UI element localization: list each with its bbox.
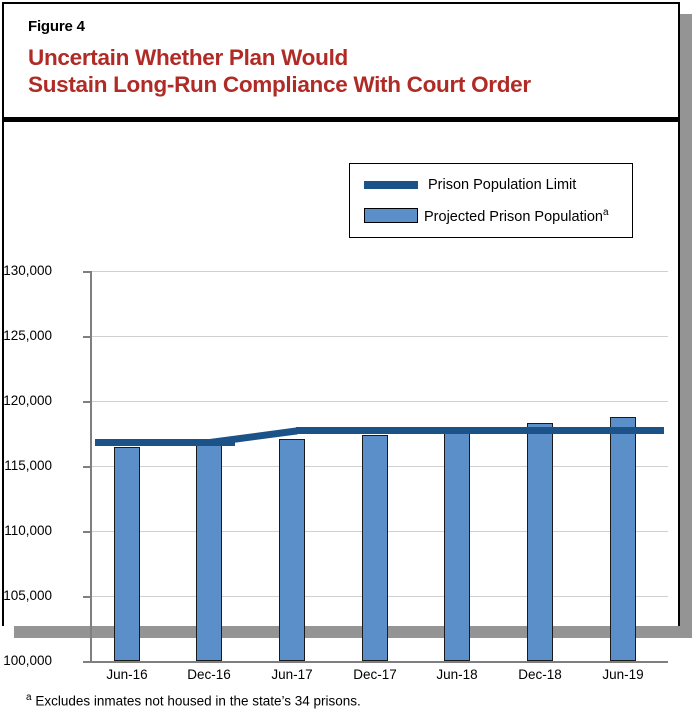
ytick-mark-120000 (83, 401, 90, 403)
ytick-label-130000: 130,000 (3, 263, 52, 278)
figure-title-block: Figure 4 Uncertain Whether Plan Would Su… (4, 4, 678, 122)
legend-label-projected-prison-population-text: Projected Prison Population (424, 208, 603, 225)
bar-jun-16 (114, 447, 140, 662)
ytick-mark-105000 (83, 596, 90, 598)
legend-label-projected-prison-population: Projected Prison Populationa (424, 207, 609, 225)
xtick-label-jun-18: Jun-18 (436, 667, 478, 682)
chart-plot-area: 130,000 125,000 120,000 115,000 110,000 … (3, 122, 678, 709)
figure-footnote: a Excludes inmates not housed in the sta… (26, 692, 361, 709)
figure-headline: Uncertain Whether Plan Would Sustain Lon… (28, 44, 664, 98)
ytick-mark-100000 (83, 661, 90, 663)
legend-line-swatch-icon (364, 181, 418, 189)
chart-y-axis (90, 271, 92, 662)
ytick-mark-130000 (83, 271, 90, 273)
legend-item-prison-population-limit: Prison Population Limit (364, 177, 576, 193)
footnote-text: Excludes inmates not housed in the state… (35, 693, 361, 709)
figure-headline-line-1: Uncertain Whether Plan Would (28, 45, 348, 70)
bar-dec-17 (362, 434, 388, 662)
xtick-label-jun-16: Jun-16 (106, 667, 148, 682)
bar-jun-19 (610, 416, 636, 662)
bar-jun-18 (444, 430, 470, 662)
bar-dec-16 (196, 442, 222, 662)
ytick-mark-110000 (83, 531, 90, 533)
gridline-125000 (90, 336, 668, 337)
legend-label-prison-population-limit: Prison Population Limit (428, 177, 577, 193)
figure-panel: Figure 4 Uncertain Whether Plan Would Su… (2, 2, 680, 709)
ytick-label-110000: 110,000 (4, 523, 52, 538)
xtick-label-jun-17: Jun-17 (271, 667, 313, 682)
limit-line-segment-1 (95, 438, 235, 446)
footnote-marker: a (26, 692, 32, 703)
legend-footnote-marker: a (602, 207, 609, 218)
chart-legend: Prison Population Limit Projected Prison… (349, 163, 633, 238)
ytick-label-100000: 100,000 (3, 653, 52, 668)
figure-headline-line-2: Sustain Long-Run Compliance With Court O… (28, 72, 531, 97)
limit-line-segment-3 (296, 426, 664, 434)
ytick-label-125000: 125,000 (3, 328, 52, 343)
ytick-mark-115000 (83, 466, 90, 468)
gridline-120000 (90, 401, 668, 402)
xtick-label-dec-17: Dec-17 (353, 667, 397, 682)
ytick-label-120000: 120,000 (3, 393, 52, 408)
ytick-mark-125000 (83, 336, 90, 338)
bar-jun-17 (279, 438, 305, 662)
ytick-label-115000: 115,000 (4, 458, 52, 473)
xtick-label-jun-19: Jun-19 (602, 667, 644, 682)
legend-bar-swatch-icon (364, 208, 418, 224)
figure-number: Figure 4 (28, 18, 85, 35)
xtick-label-dec-18: Dec-18 (518, 667, 562, 682)
bar-dec-18 (527, 423, 553, 662)
ytick-label-105000: 105,000 (3, 588, 52, 603)
chart-x-axis (90, 661, 668, 663)
gridline-130000 (90, 271, 668, 272)
xtick-label-dec-16: Dec-16 (187, 667, 231, 682)
legend-item-projected-prison-population: Projected Prison Populationa (364, 207, 609, 225)
